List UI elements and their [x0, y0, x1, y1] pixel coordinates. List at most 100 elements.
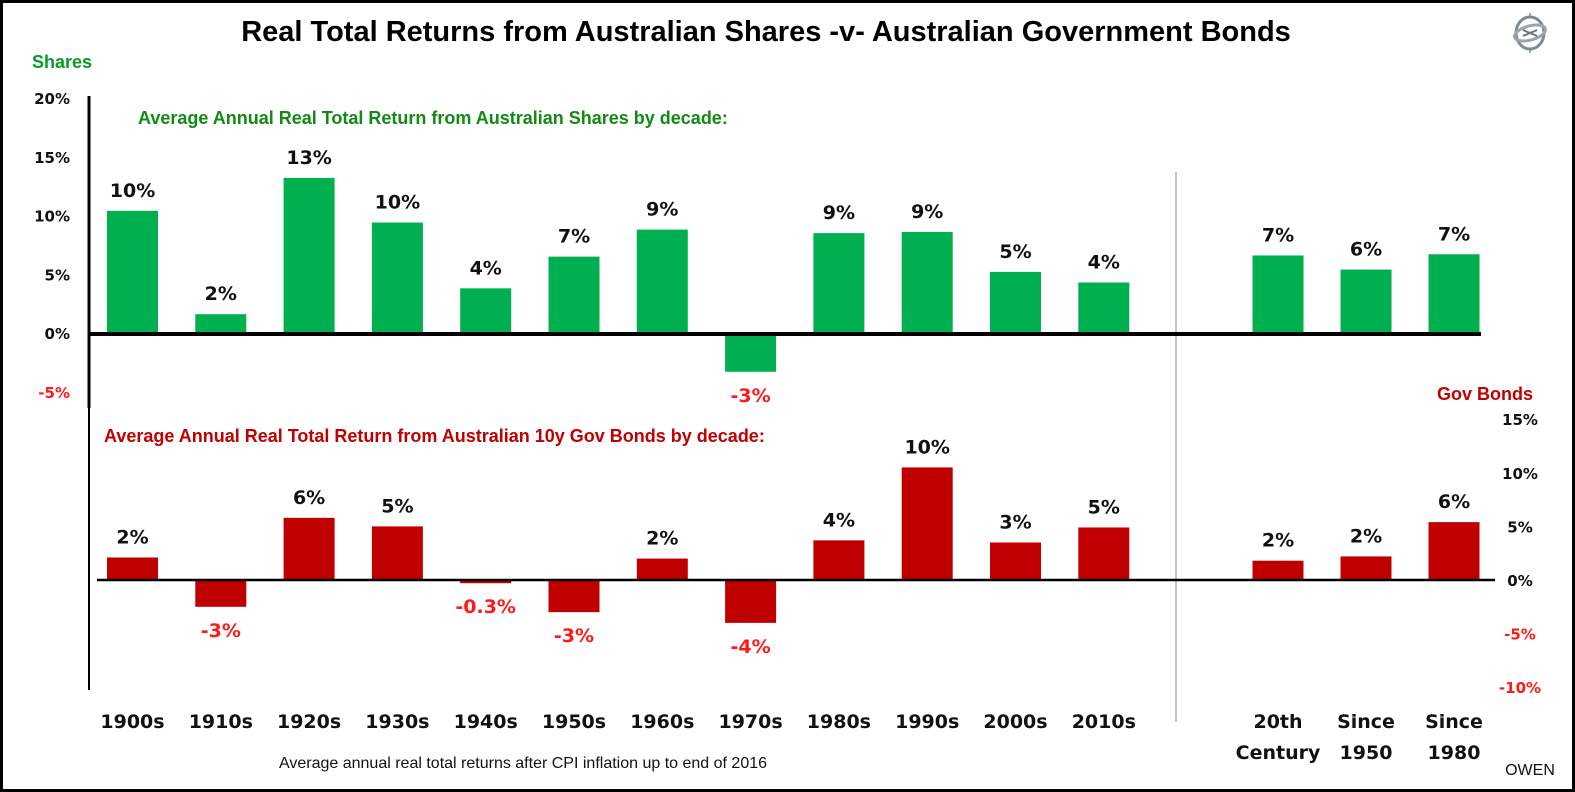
shares-bar	[1428, 254, 1480, 333]
shares-data-label: 13%	[286, 147, 331, 169]
shares-bar	[636, 229, 688, 333]
bonds-bar	[990, 542, 1041, 580]
shares-data-label: 7%	[558, 226, 590, 248]
x-axis-label: 1950s	[542, 711, 606, 733]
bonds-data-label: -4%	[731, 636, 771, 658]
x-axis-label: 2000s	[983, 711, 1047, 733]
bonds-axis-title: Gov Bonds	[1437, 384, 1533, 404]
shares-data-label: 9%	[911, 201, 943, 223]
shares-bar	[283, 177, 335, 333]
shares-data-label: 9%	[823, 202, 855, 224]
footnote: Average annual real total returns after …	[279, 755, 767, 772]
bonds-data-label: 6%	[1438, 491, 1470, 513]
shares-y-tick-label: 0%	[45, 325, 70, 343]
shares-y-tick-label: 10%	[34, 208, 70, 226]
x-axis-label: 1930s	[365, 711, 429, 733]
shares-y-tick-label: -5%	[38, 384, 70, 402]
bonds-bar	[371, 526, 423, 580]
shares-y-tick-label: 15%	[34, 149, 70, 167]
x-axis-label: 1980s	[807, 711, 871, 733]
bonds-bar	[107, 557, 158, 580]
shares-axis-title: Shares	[32, 52, 92, 72]
shares-bar	[107, 210, 158, 333]
chart-title: Real Total Returns from Australian Share…	[241, 16, 1291, 48]
bonds-y-tick-label: 5%	[1507, 518, 1532, 536]
bonds-data-label: 4%	[823, 509, 855, 531]
shares-data-label: 5%	[999, 241, 1031, 263]
x-axis-label: 1940s	[454, 711, 518, 733]
shares-bar	[990, 271, 1041, 333]
x-axis-label: 2010s	[1072, 711, 1136, 733]
x-axis-label: 1990s	[895, 711, 959, 733]
shares-bar	[195, 314, 247, 333]
x-axis-label: 1980	[1428, 742, 1481, 764]
shares-data-label: 10%	[110, 180, 155, 202]
bonds-y-tick-label: -10%	[1499, 679, 1541, 697]
bonds-bar	[813, 540, 865, 580]
x-axis-label: Since	[1425, 711, 1483, 733]
shares-bar	[1078, 282, 1130, 333]
bonds-bar	[460, 580, 512, 584]
bonds-data-label: 3%	[999, 511, 1031, 533]
bonds-data-label: 2%	[116, 526, 148, 548]
shares-data-label: 6%	[1350, 239, 1382, 261]
globe-logo-icon	[1512, 13, 1548, 53]
x-axis-label: 20th	[1253, 711, 1302, 733]
bonds-data-label: 2%	[1262, 530, 1294, 552]
shares-bar	[725, 333, 777, 372]
bonds-bar	[725, 580, 777, 623]
bonds-data-label: 2%	[646, 528, 678, 550]
bonds-data-label: 10%	[904, 436, 949, 458]
shares-bar	[1340, 269, 1392, 333]
bonds-bar	[901, 467, 953, 580]
shares-bar	[813, 233, 865, 333]
shares-bar	[548, 256, 600, 333]
shares-y-tick-label: 5%	[45, 266, 70, 284]
bonds-bar	[1428, 522, 1480, 580]
shares-data-label: 9%	[646, 199, 678, 221]
x-axis-label: 1920s	[277, 711, 341, 733]
shares-data-label: 4%	[1088, 251, 1120, 273]
bonds-y-tick-label: -5%	[1504, 626, 1536, 644]
bonds-data-label: 2%	[1350, 525, 1382, 547]
bonds-y-tick-label: 10%	[1502, 465, 1538, 483]
bonds-bar	[195, 580, 247, 607]
credit-owen: OWEN	[1505, 762, 1555, 779]
bonds-y-tick-label: 15%	[1502, 411, 1538, 429]
shares-data-label: 7%	[1438, 223, 1470, 245]
bonds-bar	[548, 580, 600, 613]
shares-data-label: 2%	[205, 283, 237, 305]
x-axis-label: Since	[1337, 711, 1395, 733]
x-axis-label: 1960s	[630, 711, 694, 733]
bonds-bar	[636, 558, 688, 580]
shares-bar	[460, 288, 512, 333]
shares-data-label: 10%	[375, 192, 420, 214]
bonds-y-tick-label: 0%	[1507, 572, 1532, 590]
x-axis-label: Century	[1236, 742, 1321, 764]
bonds-data-label: 5%	[1088, 496, 1120, 518]
bonds-data-label: 5%	[381, 495, 413, 517]
bonds-bar	[1340, 556, 1392, 580]
bonds-data-label: -0.3%	[455, 596, 516, 618]
bonds-data-label: 6%	[293, 487, 325, 509]
bonds-bar	[283, 517, 335, 580]
shares-bar	[901, 231, 953, 333]
bonds-subtitle: Average Annual Real Total Return from Au…	[104, 426, 765, 446]
shares-data-label: 7%	[1262, 224, 1294, 246]
bonds-bar	[1078, 527, 1130, 580]
x-axis-label: 1950	[1340, 742, 1393, 764]
shares-y-tick-label: 20%	[34, 90, 70, 108]
x-axis-label: 1900s	[100, 711, 164, 733]
bonds-data-label: -3%	[201, 620, 241, 642]
shares-bar	[1252, 255, 1304, 333]
x-axis-label: 1970s	[718, 711, 782, 733]
shares-data-label: -3%	[731, 385, 771, 407]
x-axis-label: 1910s	[189, 711, 253, 733]
shares-subtitle: Average Annual Real Total Return from Au…	[138, 108, 728, 128]
bonds-bar	[1252, 560, 1304, 580]
shares-data-label: 4%	[470, 257, 502, 279]
bonds-data-label: -3%	[554, 625, 594, 647]
shares-bar	[371, 222, 423, 333]
